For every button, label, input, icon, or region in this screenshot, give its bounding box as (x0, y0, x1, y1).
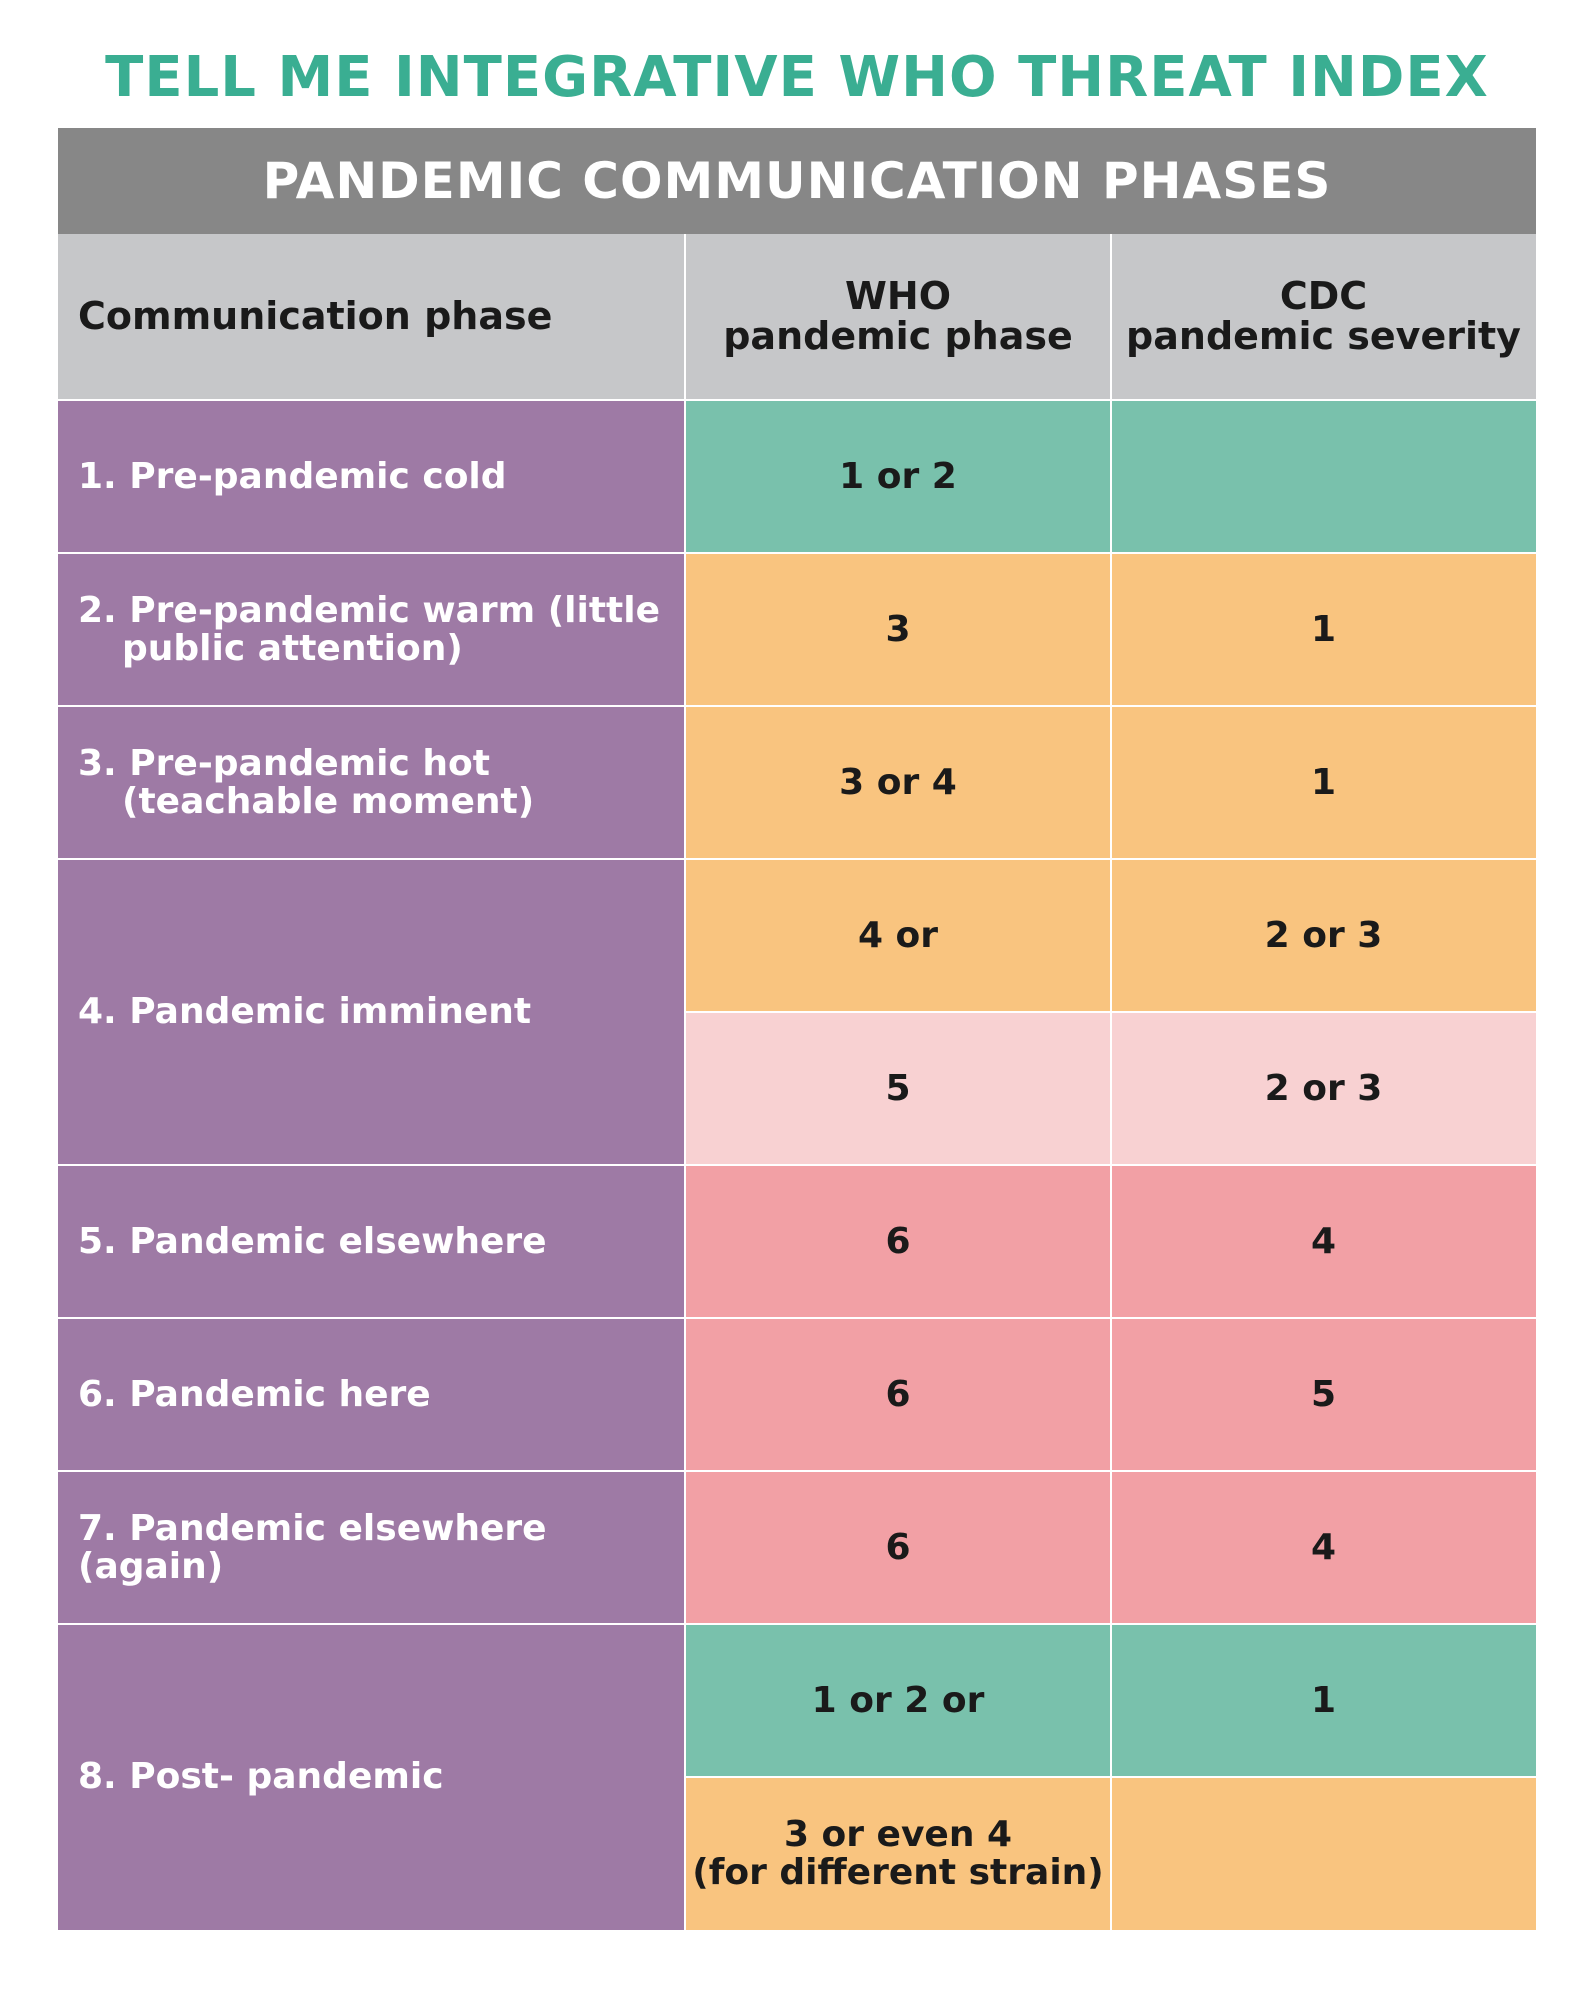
row-2-who: 3 (685, 553, 1111, 706)
row-4b-cdc: 2 or 3 (1111, 1012, 1536, 1165)
row-divider (58, 552, 1536, 554)
row-5-who: 6 (685, 1165, 1111, 1318)
row-3-phase-line2: (teachable moment) (122, 780, 535, 822)
row-6-who: 6 (685, 1318, 1111, 1471)
row-2-phase-line2: public attention) (122, 627, 463, 669)
row-1-phase: 1. Pre-pandemic cold (58, 400, 685, 553)
row-7-phase: 7. Pandemic elsewhere (again) (58, 1471, 685, 1624)
row-divider (58, 1317, 1536, 1319)
row-divider (58, 1164, 1536, 1166)
row-6-phase: 6. Pandemic here (58, 1318, 685, 1471)
row-divider (58, 1623, 1536, 1625)
row-3-phase-line1: 3. Pre-pandemic hot (78, 742, 490, 784)
row-divider (58, 1470, 1536, 1472)
row-5-phase: 5. Pandemic elsewhere (58, 1165, 685, 1318)
row-divider (685, 1776, 1536, 1778)
row-divider (58, 705, 1536, 707)
row-8b-who: 3 or even 4 (for different strain) (685, 1777, 1111, 1930)
row-8b-who-line1: 3 or even 4 (783, 1813, 1013, 1855)
row-3-phase: 3. Pre-pandemic hot (teachable moment) (58, 706, 685, 859)
row-divider (58, 399, 1536, 401)
row-1-who: 1 or 2 (685, 400, 1111, 553)
row-4b-who: 5 (685, 1012, 1111, 1165)
row-8b-cdc (1111, 1777, 1536, 1930)
communication-phases-table: PANDEMIC COMMUNICATION PHASES Communicat… (58, 128, 1536, 1930)
row-4-phase: 4. Pandemic imminent (58, 859, 685, 1165)
column-divider (1110, 234, 1112, 1930)
row-2-phase: 2. Pre-pandemic warm (little public atte… (58, 553, 685, 706)
row-4a-cdc: 2 or 3 (1111, 859, 1536, 1012)
row-2-phase-line1: 2. Pre-pandemic warm (little (78, 589, 661, 631)
header-who-pandemic-phase: WHO pandemic phase (685, 234, 1111, 400)
row-3-who: 3 or 4 (685, 706, 1111, 859)
row-1-cdc (1111, 400, 1536, 553)
header-cdc-pandemic-severity: CDC pandemic severity (1111, 234, 1536, 400)
row-divider (58, 858, 1536, 860)
header-who-line1: WHO (844, 274, 952, 319)
row-7-cdc: 4 (1111, 1471, 1536, 1624)
row-8a-cdc: 1 (1111, 1624, 1536, 1777)
row-6-cdc: 5 (1111, 1318, 1536, 1471)
column-divider (684, 234, 686, 1930)
row-5-cdc: 4 (1111, 1165, 1536, 1318)
row-4a-who: 4 or (685, 859, 1111, 1012)
header-who-line2: pandemic phase (723, 314, 1073, 358)
row-7-who: 6 (685, 1471, 1111, 1624)
row-2-cdc: 1 (1111, 553, 1536, 706)
row-3-cdc: 1 (1111, 706, 1536, 859)
header-communication-phase: Communication phase (58, 234, 685, 400)
table-banner: PANDEMIC COMMUNICATION PHASES (58, 128, 1536, 234)
row-divider (685, 1011, 1536, 1013)
page-title: TELL ME INTEGRATIVE WHO THREAT INDEX (105, 45, 1489, 110)
row-8b-who-line2: (for different strain) (692, 1851, 1104, 1893)
row-8a-who: 1 or 2 or (685, 1624, 1111, 1777)
row-8-phase: 8. Post- pandemic (58, 1624, 685, 1930)
header-cdc-line1: CDC (1279, 274, 1368, 319)
header-cdc-line2: pandemic severity (1126, 314, 1521, 358)
